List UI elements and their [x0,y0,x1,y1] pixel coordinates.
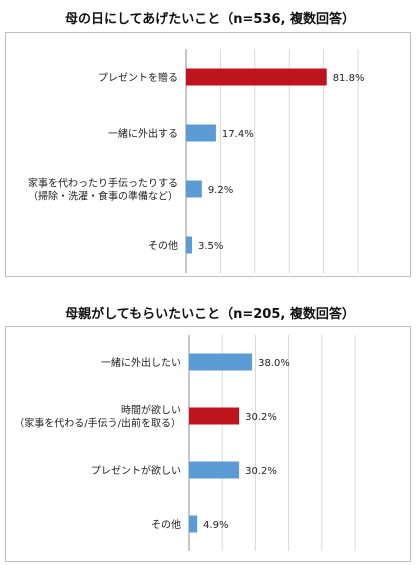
value-label: 3.5% [198,241,223,252]
value-label: 81.8% [333,73,365,84]
category-label: 一緒に外出する [108,127,178,140]
bar [186,180,202,198]
bar [189,407,240,425]
value-label: 30.2% [245,412,277,423]
bar [189,515,198,533]
category-label: （掃除・洗濯・食事の準備など） [28,190,178,203]
value-label: 17.4% [222,129,254,140]
chart-1-plot: プレゼントを贈る 81.8% 一緒に外出する 17.4% 家事を代わったり手伝ったりする… [28,49,365,273]
bar [186,124,216,142]
category-label: 一緒に外出したい [101,356,181,369]
category-label: （家事を代わる/手伝う/出前を取る） [14,417,181,430]
chart-1-title: 母の日にしてあげたいこと（n=536, 複数回答） [65,12,355,27]
category-label: プレゼントが欲しい [91,464,181,477]
bar [189,461,240,479]
chart-2-title: 母親がしてもらいたいこと（n=205, 複数回答） [65,307,355,322]
chart-1-panel: プレゼントを贈る 81.8% 一緒に外出する 17.4% 家事を代わったり手伝ったりする… [5,32,411,277]
chart-2-panel: 一緒に外出したい 38.0% 時間が欲しい （家事を代わる/手伝う/出前を取る） 30.… [5,326,411,562]
value-label: 9.2% [208,185,233,196]
value-label: 38.0% [258,358,290,369]
category-label: 家事を代わったり手伝ったりする [28,177,178,190]
chart-2-plot: 一緒に外出したい 38.0% 時間が欲しい（家事を代わる/手伝う/出前を取る） 30.… [14,335,356,551]
category-label: プレゼントを贈る [98,71,178,84]
bar [189,353,253,371]
bar [186,68,327,86]
value-label: 4.9% [203,520,228,531]
category-label: その他 [151,518,181,531]
category-label: その他 [148,239,178,252]
value-label: 30.2% [245,466,277,477]
bar [186,236,193,254]
category-label: 時間が欲しい [121,404,181,417]
